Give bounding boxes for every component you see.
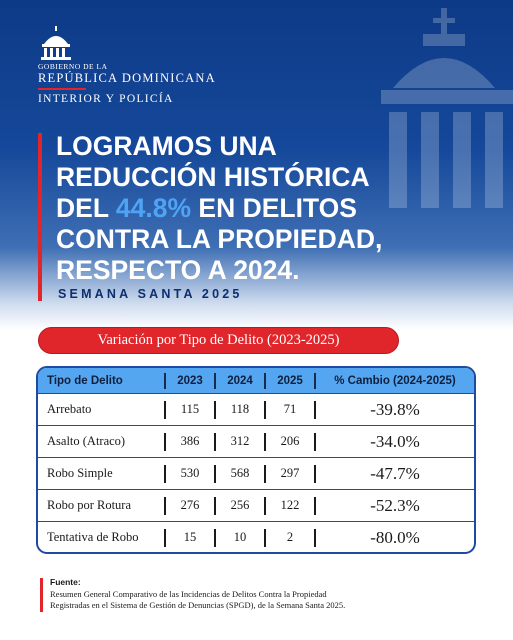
cell-crime-type: Arrebato	[47, 402, 92, 416]
section-title: Variación por Tipo de Delito (2023-2025)	[38, 327, 399, 354]
ministry-name: INTERIOR Y POLICÍA	[38, 93, 174, 105]
headline-line-2: REDUCCIÓN HISTÓRICA	[56, 162, 370, 192]
cell-change: -47.7%	[370, 463, 420, 483]
subtitle: SEMANA SANTA 2025	[58, 287, 243, 301]
cell-2024: 568	[230, 466, 250, 480]
cell-2023: 15	[183, 530, 197, 544]
cell-crime-type: Robo Simple	[47, 466, 113, 480]
source-title: Fuente:	[50, 577, 81, 587]
headline-highlight: 44.8%	[115, 193, 192, 223]
column-separator	[264, 528, 266, 547]
column-separator	[314, 372, 316, 389]
cell-2024: 118	[230, 402, 250, 416]
column-separator	[264, 432, 266, 451]
column-separator	[164, 464, 166, 483]
source-accent-bar	[40, 578, 43, 612]
cell-2025: 206	[280, 434, 300, 448]
hero-banner: GOBIERNO DE LA REPÚBLICA DOMINICANA INTE…	[0, 0, 513, 330]
cell-crime-type: Asalto (Atraco)	[47, 434, 126, 448]
column-separator	[164, 496, 166, 515]
headline-line-1: LOGRAMOS UNA	[56, 131, 277, 161]
column-separator	[314, 528, 316, 547]
cell-2023: 276	[180, 498, 200, 512]
country-name: REPÚBLICA DOMINICANA	[38, 71, 216, 85]
headline-accent-bar	[38, 133, 42, 301]
column-separator	[264, 400, 266, 419]
column-separator	[264, 372, 266, 389]
building-watermark-icon	[381, 8, 513, 208]
source-line-2: Registradas en el Sistema de Gestión de …	[50, 599, 346, 610]
cell-2023: 386	[180, 434, 200, 448]
column-separator	[314, 464, 316, 483]
capitol-dome-icon	[41, 26, 71, 60]
cell-change: -34.0%	[370, 431, 420, 451]
cell-2025: 71	[283, 402, 297, 416]
cell-2023: 115	[180, 402, 200, 416]
table-header: Tipo de Delito 2023 2024 2025 % Cambio (…	[38, 368, 474, 393]
table-row: Robo Simple 530 568 297 -47.7%	[38, 457, 474, 489]
column-separator	[264, 496, 266, 515]
column-separator	[214, 496, 216, 515]
column-separator	[314, 496, 316, 515]
table-row: Robo por Rotura 276 256 122 -52.3%	[38, 489, 474, 521]
column-separator	[164, 528, 166, 547]
cell-2024: 312	[230, 434, 250, 448]
headline: LOGRAMOS UNA REDUCCIÓN HISTÓRICA DEL 44.…	[56, 131, 506, 286]
cell-change: -80.0%	[370, 527, 420, 547]
headline-line-3-pre: DEL	[56, 193, 116, 223]
cell-2025: 2	[286, 530, 294, 544]
source-text: Resumen General Comparativo de las Incid…	[50, 589, 490, 610]
crime-table: Tipo de Delito 2023 2024 2025 % Cambio (…	[36, 366, 476, 554]
column-separator	[164, 372, 166, 389]
column-separator	[164, 432, 166, 451]
source-line-1: Resumen General Comparativo de las Incid…	[50, 589, 327, 599]
header-2024: 2024	[227, 374, 253, 387]
cell-change: -52.3%	[370, 495, 420, 515]
column-separator	[314, 432, 316, 451]
column-separator	[214, 528, 216, 547]
government-label: GOBIERNO DE LA	[38, 62, 108, 71]
headline-line-5: RESPECTO A 2024.	[56, 255, 300, 285]
column-separator	[214, 464, 216, 483]
header-2023: 2023	[177, 374, 203, 387]
cell-crime-type: Robo por Rotura	[47, 498, 132, 512]
cell-crime-type: Tentativa de Robo	[47, 530, 139, 544]
table-row: Tentativa de Robo 15 10 2 -80.0%	[38, 521, 474, 552]
cell-2025: 122	[280, 498, 300, 512]
header-crime-type: Tipo de Delito	[47, 374, 123, 387]
header-divider	[38, 88, 86, 90]
column-separator	[314, 400, 316, 419]
cell-2023: 530	[180, 466, 200, 480]
headline-line-3: DEL 44.8% EN DELITOS	[56, 193, 506, 224]
column-separator	[264, 464, 266, 483]
headline-line-3-post: EN DELITOS	[191, 193, 357, 223]
column-separator	[214, 400, 216, 419]
column-separator	[214, 372, 216, 389]
table-row: Arrebato 115 118 71 -39.8%	[38, 393, 474, 425]
header-2025: 2025	[277, 374, 303, 387]
cell-2025: 297	[280, 466, 300, 480]
headline-line-4: CONTRA LA PROPIEDAD,	[56, 224, 383, 254]
table-row: Asalto (Atraco) 386 312 206 -34.0%	[38, 425, 474, 457]
cell-2024: 256	[230, 498, 250, 512]
cell-2024: 10	[233, 530, 247, 544]
column-separator	[214, 432, 216, 451]
column-separator	[164, 400, 166, 419]
cell-change: -39.8%	[370, 399, 420, 419]
header-change: % Cambio (2024-2025)	[334, 374, 456, 387]
